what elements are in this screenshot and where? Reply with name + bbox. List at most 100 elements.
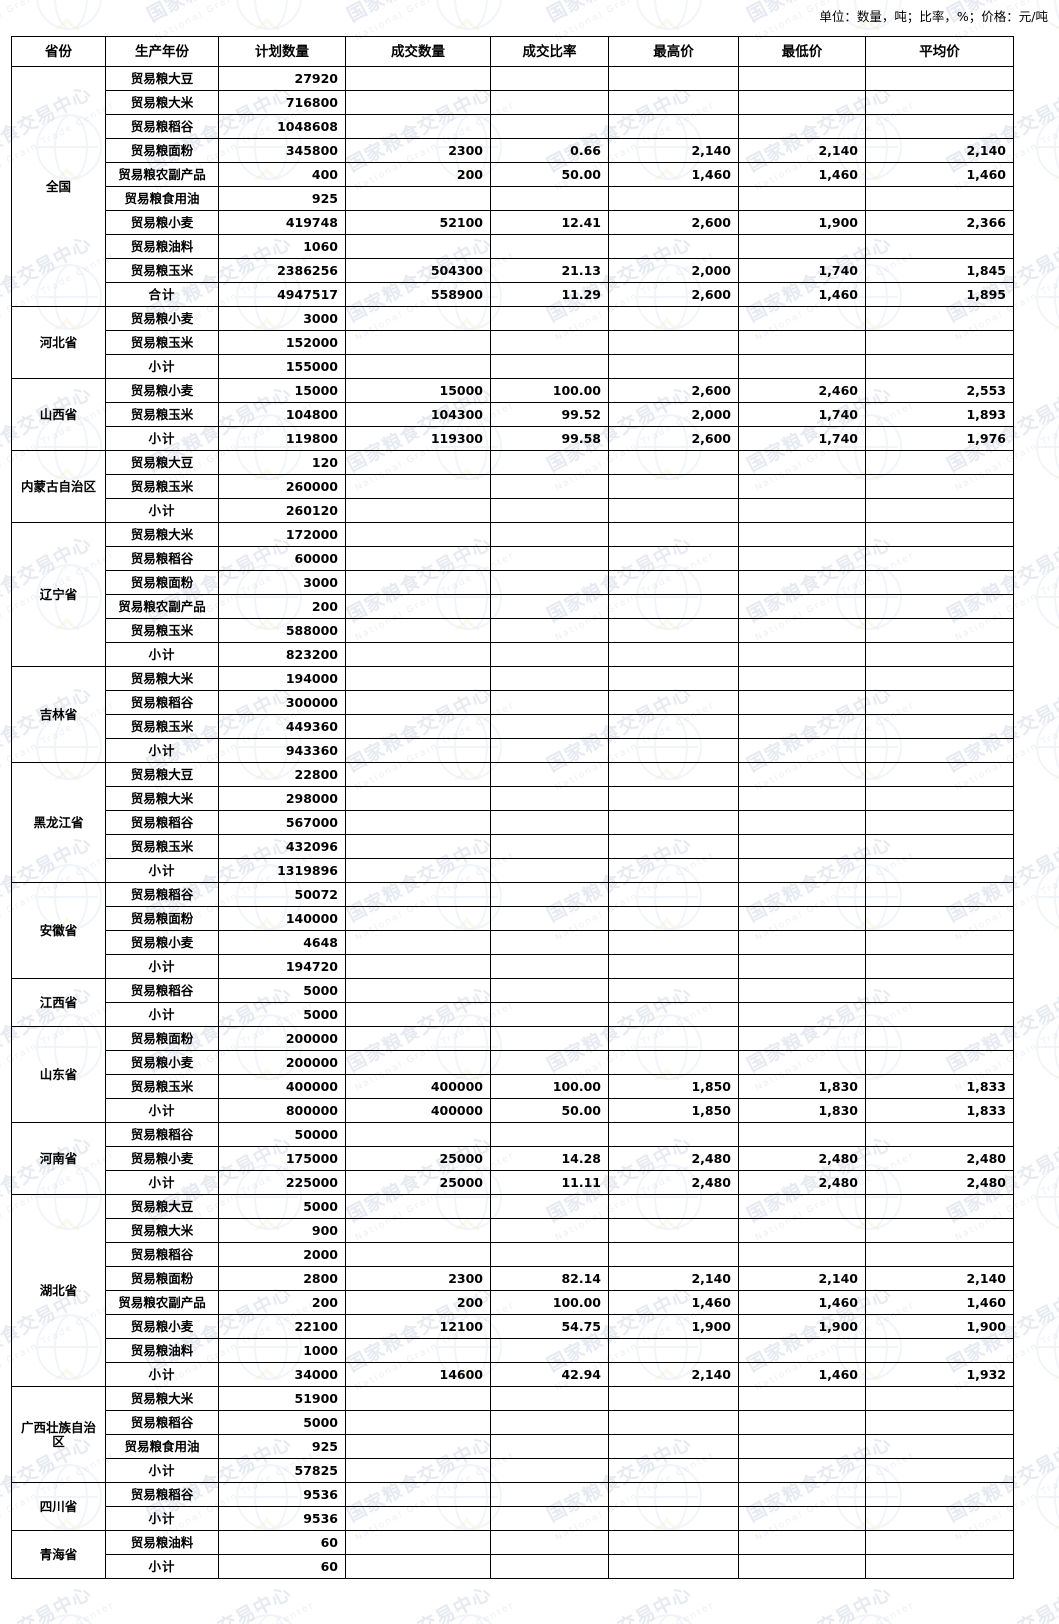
- low-cell: [738, 450, 866, 475]
- deal-cell: [345, 354, 491, 379]
- ratio-cell: 50.00: [490, 162, 609, 187]
- table-row: 青海省 贸易粮油料 60: [11, 1530, 1014, 1579]
- subtotal-label-cell: 小计: [105, 498, 219, 523]
- high-cell: 2,140: [608, 1362, 739, 1387]
- high-cell: [608, 954, 739, 979]
- avg-cell: [865, 306, 1014, 331]
- ratio-cell: 50.00: [490, 1098, 609, 1123]
- deal-cell: [345, 882, 491, 907]
- wheat-icon: [652, 16, 682, 32]
- ratio-cell: [490, 1410, 609, 1435]
- high-cell: [608, 474, 739, 499]
- ratio-cell: 100.00: [490, 378, 609, 403]
- table-row: 辽宁省 贸易粮大米 172000: [11, 522, 1014, 667]
- table-row: 河南省 贸易粮稻谷 50000: [11, 1122, 1014, 1195]
- avg-cell: [865, 738, 1014, 763]
- deal-cell: 25000: [345, 1146, 491, 1171]
- high-cell: [608, 1026, 739, 1051]
- low-cell: [738, 234, 866, 259]
- avg-cell: [865, 1218, 1014, 1243]
- plan-cell: 588000: [218, 618, 346, 643]
- province-cell: 河南省: [11, 1122, 106, 1195]
- watermark-text-cn: 国家粮食交易中心: [342, 1578, 496, 1624]
- variety-cell: 贸易粮稻谷: [105, 978, 219, 1003]
- globe-icon: [1036, 1164, 1059, 1230]
- plan-cell: 60: [218, 1554, 346, 1579]
- variety-cell: 贸易粮稻谷: [105, 546, 219, 571]
- variety-cell: 贸易粮稻谷: [105, 810, 219, 835]
- low-cell: [738, 1122, 866, 1147]
- ratio-cell: [490, 306, 609, 331]
- variety-cell: 贸易粮大米: [105, 786, 219, 811]
- avg-cell: [865, 666, 1014, 691]
- high-cell: [608, 762, 739, 787]
- avg-cell: [865, 858, 1014, 883]
- plan-cell: 9536: [218, 1506, 346, 1531]
- avg-cell: [865, 474, 1014, 499]
- subtotal-label-cell: 小计: [105, 1554, 219, 1579]
- low-cell: [738, 738, 866, 763]
- low-cell: [738, 1242, 866, 1267]
- high-cell: 2,600: [608, 210, 739, 235]
- globe-icon: [436, 1614, 502, 1624]
- plan-cell: 925: [218, 186, 346, 211]
- low-cell: [738, 714, 866, 739]
- plan-cell: 5000: [218, 1410, 346, 1435]
- province-cell: 四川省: [11, 1482, 106, 1531]
- low-cell: [738, 474, 866, 499]
- variety-cell: 贸易粮食用油: [105, 186, 219, 211]
- plan-cell: 22100: [218, 1314, 346, 1339]
- avg-cell: [865, 570, 1014, 595]
- deal-cell: [345, 1434, 491, 1459]
- subtotal-label-cell: 小计: [105, 1098, 219, 1123]
- high-cell: [608, 1218, 739, 1243]
- wheat-icon: [1052, 1066, 1059, 1082]
- variety-cell: 贸易粮农副产品: [105, 162, 219, 187]
- high-cell: 1,460: [608, 162, 739, 187]
- high-cell: [608, 690, 739, 715]
- avg-cell: 2,366: [865, 210, 1014, 235]
- avg-cell: [865, 762, 1014, 787]
- avg-cell: [865, 882, 1014, 907]
- table-row: 小计 9536: [12, 1506, 1014, 1531]
- avg-cell: [865, 498, 1014, 523]
- high-cell: [608, 618, 739, 643]
- plan-cell: 300000: [218, 690, 346, 715]
- ratio-cell: [490, 522, 609, 547]
- table-row: 贸易粮农副产品 400 200 50.00 1,460 1,460 1,460: [12, 162, 1014, 187]
- table-row: 贸易粮小麦 175000 25000 14.28 2,480 2,480 2,480: [12, 1146, 1014, 1171]
- high-cell: [608, 90, 739, 115]
- plan-cell: 4947517: [218, 282, 346, 307]
- low-cell: 1,900: [738, 210, 866, 235]
- low-cell: [738, 1194, 866, 1219]
- ratio-cell: [490, 690, 609, 715]
- table-row: 小计 260120: [12, 498, 1014, 523]
- high-cell: [608, 450, 739, 475]
- variety-cell: 贸易粮稻谷: [105, 882, 219, 907]
- plan-cell: 1000: [218, 1338, 346, 1363]
- avg-cell: [865, 1122, 1014, 1147]
- high-cell: 1,900: [608, 1314, 739, 1339]
- deal-cell: 504300: [345, 258, 491, 283]
- deal-cell: [345, 978, 491, 1003]
- table-row: 贸易粮稻谷 1048608: [12, 114, 1014, 139]
- avg-cell: [865, 1026, 1014, 1051]
- province-cell: 广西壮族自治区: [11, 1386, 106, 1483]
- low-cell: 1,740: [738, 402, 866, 427]
- ratio-cell: [490, 954, 609, 979]
- ratio-cell: [490, 354, 609, 379]
- deal-cell: 12100: [345, 1314, 491, 1339]
- avg-cell: [865, 618, 1014, 643]
- globe-icon: [1036, 114, 1059, 180]
- ratio-cell: [490, 66, 609, 91]
- table-row: 贸易粮玉米 260000: [12, 474, 1014, 499]
- high-cell: [608, 114, 739, 139]
- ratio-cell: 99.52: [490, 402, 609, 427]
- avg-cell: [865, 1458, 1014, 1483]
- table-row: 贸易粮小麦 22100 12100 54.75 1,900 1,900 1,900: [12, 1314, 1014, 1339]
- wheat-icon: [1052, 916, 1059, 932]
- ratio-cell: 99.58: [490, 426, 609, 451]
- ratio-cell: [490, 186, 609, 211]
- low-cell: [738, 1482, 866, 1507]
- watermark-text-cn: 国家粮食交易中心: [942, 1578, 1059, 1624]
